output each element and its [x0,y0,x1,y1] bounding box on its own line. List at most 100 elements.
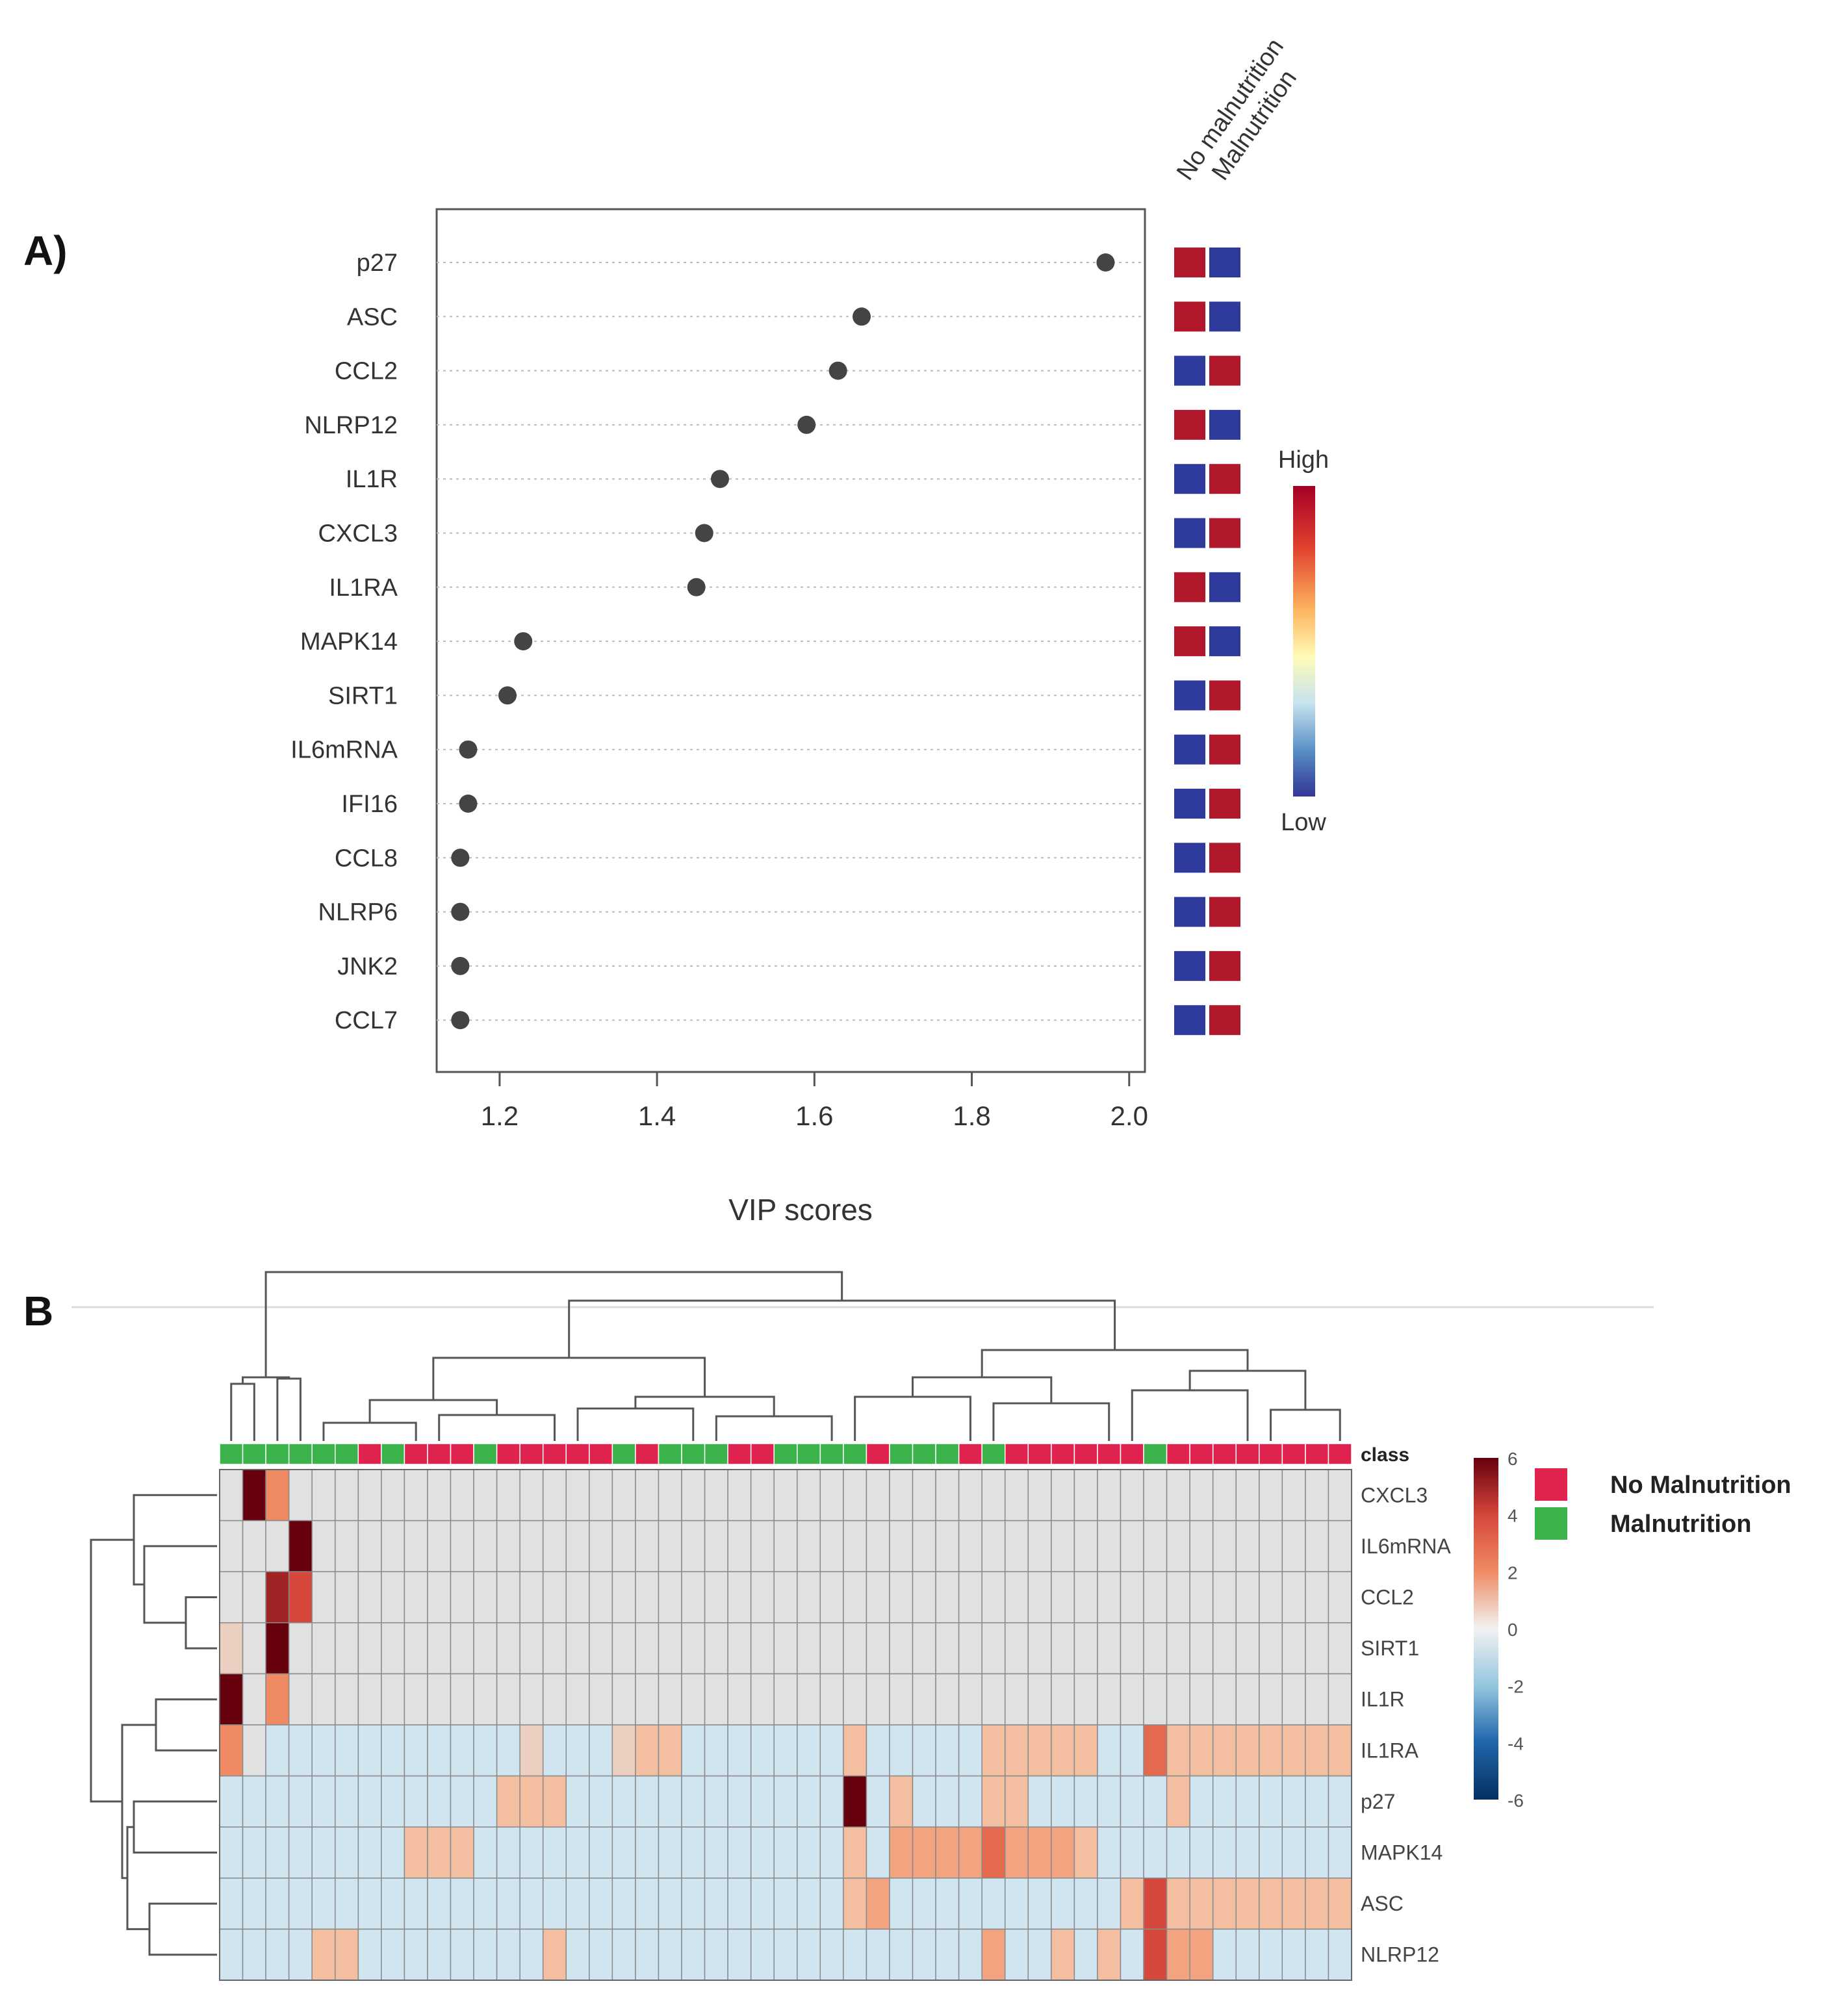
heatmap-cell [1189,1622,1214,1675]
heatmap-cell [565,1928,590,1981]
vip-point [853,307,871,326]
group-level-cell [1208,679,1242,712]
heatmap-cell [473,1724,498,1777]
heatmap-cell [981,1724,1006,1777]
heatmap-cell [1143,1571,1168,1624]
heatmap-cell [242,1928,266,1981]
dendrogram-link [230,1383,255,1441]
heatmap-cell [565,1469,590,1522]
dendrogram-link [854,1396,971,1441]
colorbar-tick-label: 4 [1508,1506,1518,1526]
heatmap-cell [1328,1826,1352,1879]
heatmap-cell [450,1878,474,1930]
feature-label: NLRP12 [304,412,398,439]
heatmap-cell [496,1622,520,1675]
class-strip-cell [473,1443,498,1465]
heatmap-cell [1328,1673,1352,1726]
heatmap-cell [565,1878,590,1930]
heatmap-cell [1328,1571,1352,1624]
heatmap-cell [242,1622,266,1675]
heatmap-cell [681,1673,706,1726]
feature-label: JNK2 [337,953,398,980]
heatmap-cell [1166,1520,1190,1572]
heatmap-cell [819,1520,844,1572]
heatmap-cell [1097,1878,1122,1930]
heatmap-cell [1166,1928,1190,1981]
heatmap-cell [727,1622,752,1675]
heatmap-cell [727,1673,752,1726]
heatmap-cell [357,1928,382,1981]
heatmap-cell [589,1520,613,1572]
heatmap-cell [1212,1469,1237,1522]
heatmap-cell [1189,1878,1214,1930]
heatmap-cell [1212,1673,1237,1726]
heatmap-cell [357,1622,382,1675]
heatmap-cell [1143,1673,1168,1726]
heatmap-cell [381,1673,405,1726]
heatmap-cell [496,1520,520,1572]
row-label: ASC [1361,1892,1404,1915]
heatmap-cell [1073,1928,1098,1981]
heatmap-cell [958,1673,982,1726]
heatmap-cell [819,1826,844,1879]
heatmap-cell [958,1826,982,1879]
heatmap-cell [381,1622,405,1675]
group-level-cell [1208,1004,1242,1037]
heatmap-cell [681,1469,706,1522]
heatmap-cell [727,1571,752,1624]
heatmap-cell [819,1878,844,1930]
heatmap-cell [727,1520,752,1572]
class-strip-cell [866,1443,890,1465]
heatmap-cell [519,1520,544,1572]
heatmap-cell [219,1928,244,1981]
heatmap-cell [658,1469,682,1522]
heatmap-cell [727,1724,752,1777]
heatmap-cell [1305,1571,1329,1624]
heatmap-cell [773,1469,798,1522]
heatmap-cell [1097,1928,1122,1981]
heatmap-cell [866,1622,890,1675]
heatmap-cell [727,1928,752,1981]
group-level-cell [1173,463,1207,496]
group-level-cell [1173,516,1207,550]
heatmap-cell [750,1826,775,1879]
heatmap-cell [797,1622,821,1675]
heatmap-cell [935,1673,960,1726]
dendrogram-link [276,1377,302,1441]
heatmap-cell [1235,1673,1260,1726]
heatmap-cell [427,1673,452,1726]
heatmap-cell [635,1469,660,1522]
heatmap-cell [335,1622,359,1675]
heatmap-cell [981,1928,1006,1981]
class-strip-cell [1235,1443,1260,1465]
heatmap-cell [427,1622,452,1675]
heatmap-cell [635,1775,660,1828]
heatmap-cell [912,1928,936,1981]
group-level-cell [1173,895,1207,928]
heatmap-cell [889,1622,914,1675]
heatmap-cell [1143,1878,1168,1930]
class-strip-cell [1143,1443,1168,1465]
heatmap-cell [1281,1520,1306,1572]
heatmap-cell [843,1469,867,1522]
vip-score-chart: p27 ASC CCL2 NLRP12 IL1R CXCL3 IL1RA MAPK14 SIRT… [290,208,1148,1227]
class-strip-cell [797,1443,821,1465]
heatmap-cell [1281,1673,1306,1726]
heatmap-cell [496,1826,520,1879]
heatmap-cell [404,1571,428,1624]
heatmap-cell [219,1469,244,1522]
heatmap-cell [1189,1775,1214,1828]
heatmap-cell [1235,1928,1260,1981]
heatmap-cell [1097,1469,1122,1522]
heatmap-cell [1328,1724,1352,1777]
heatmap-cell [427,1878,452,1930]
heatmap-cell [1120,1622,1144,1675]
class-strip-cell [496,1443,520,1465]
heatmap-cell [958,1469,982,1522]
dendrogram-link [368,1399,498,1423]
heatmap-cell [265,1571,290,1624]
heatmap-cell [1027,1622,1052,1675]
row-label: p27 [1361,1790,1395,1813]
heatmap-cell [1143,1622,1168,1675]
heatmap-cell [1305,1622,1329,1675]
